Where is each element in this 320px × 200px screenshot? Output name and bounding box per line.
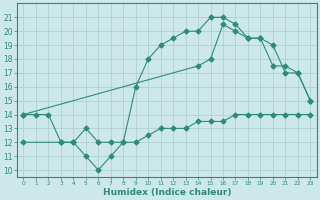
X-axis label: Humidex (Indice chaleur): Humidex (Indice chaleur): [103, 188, 231, 197]
